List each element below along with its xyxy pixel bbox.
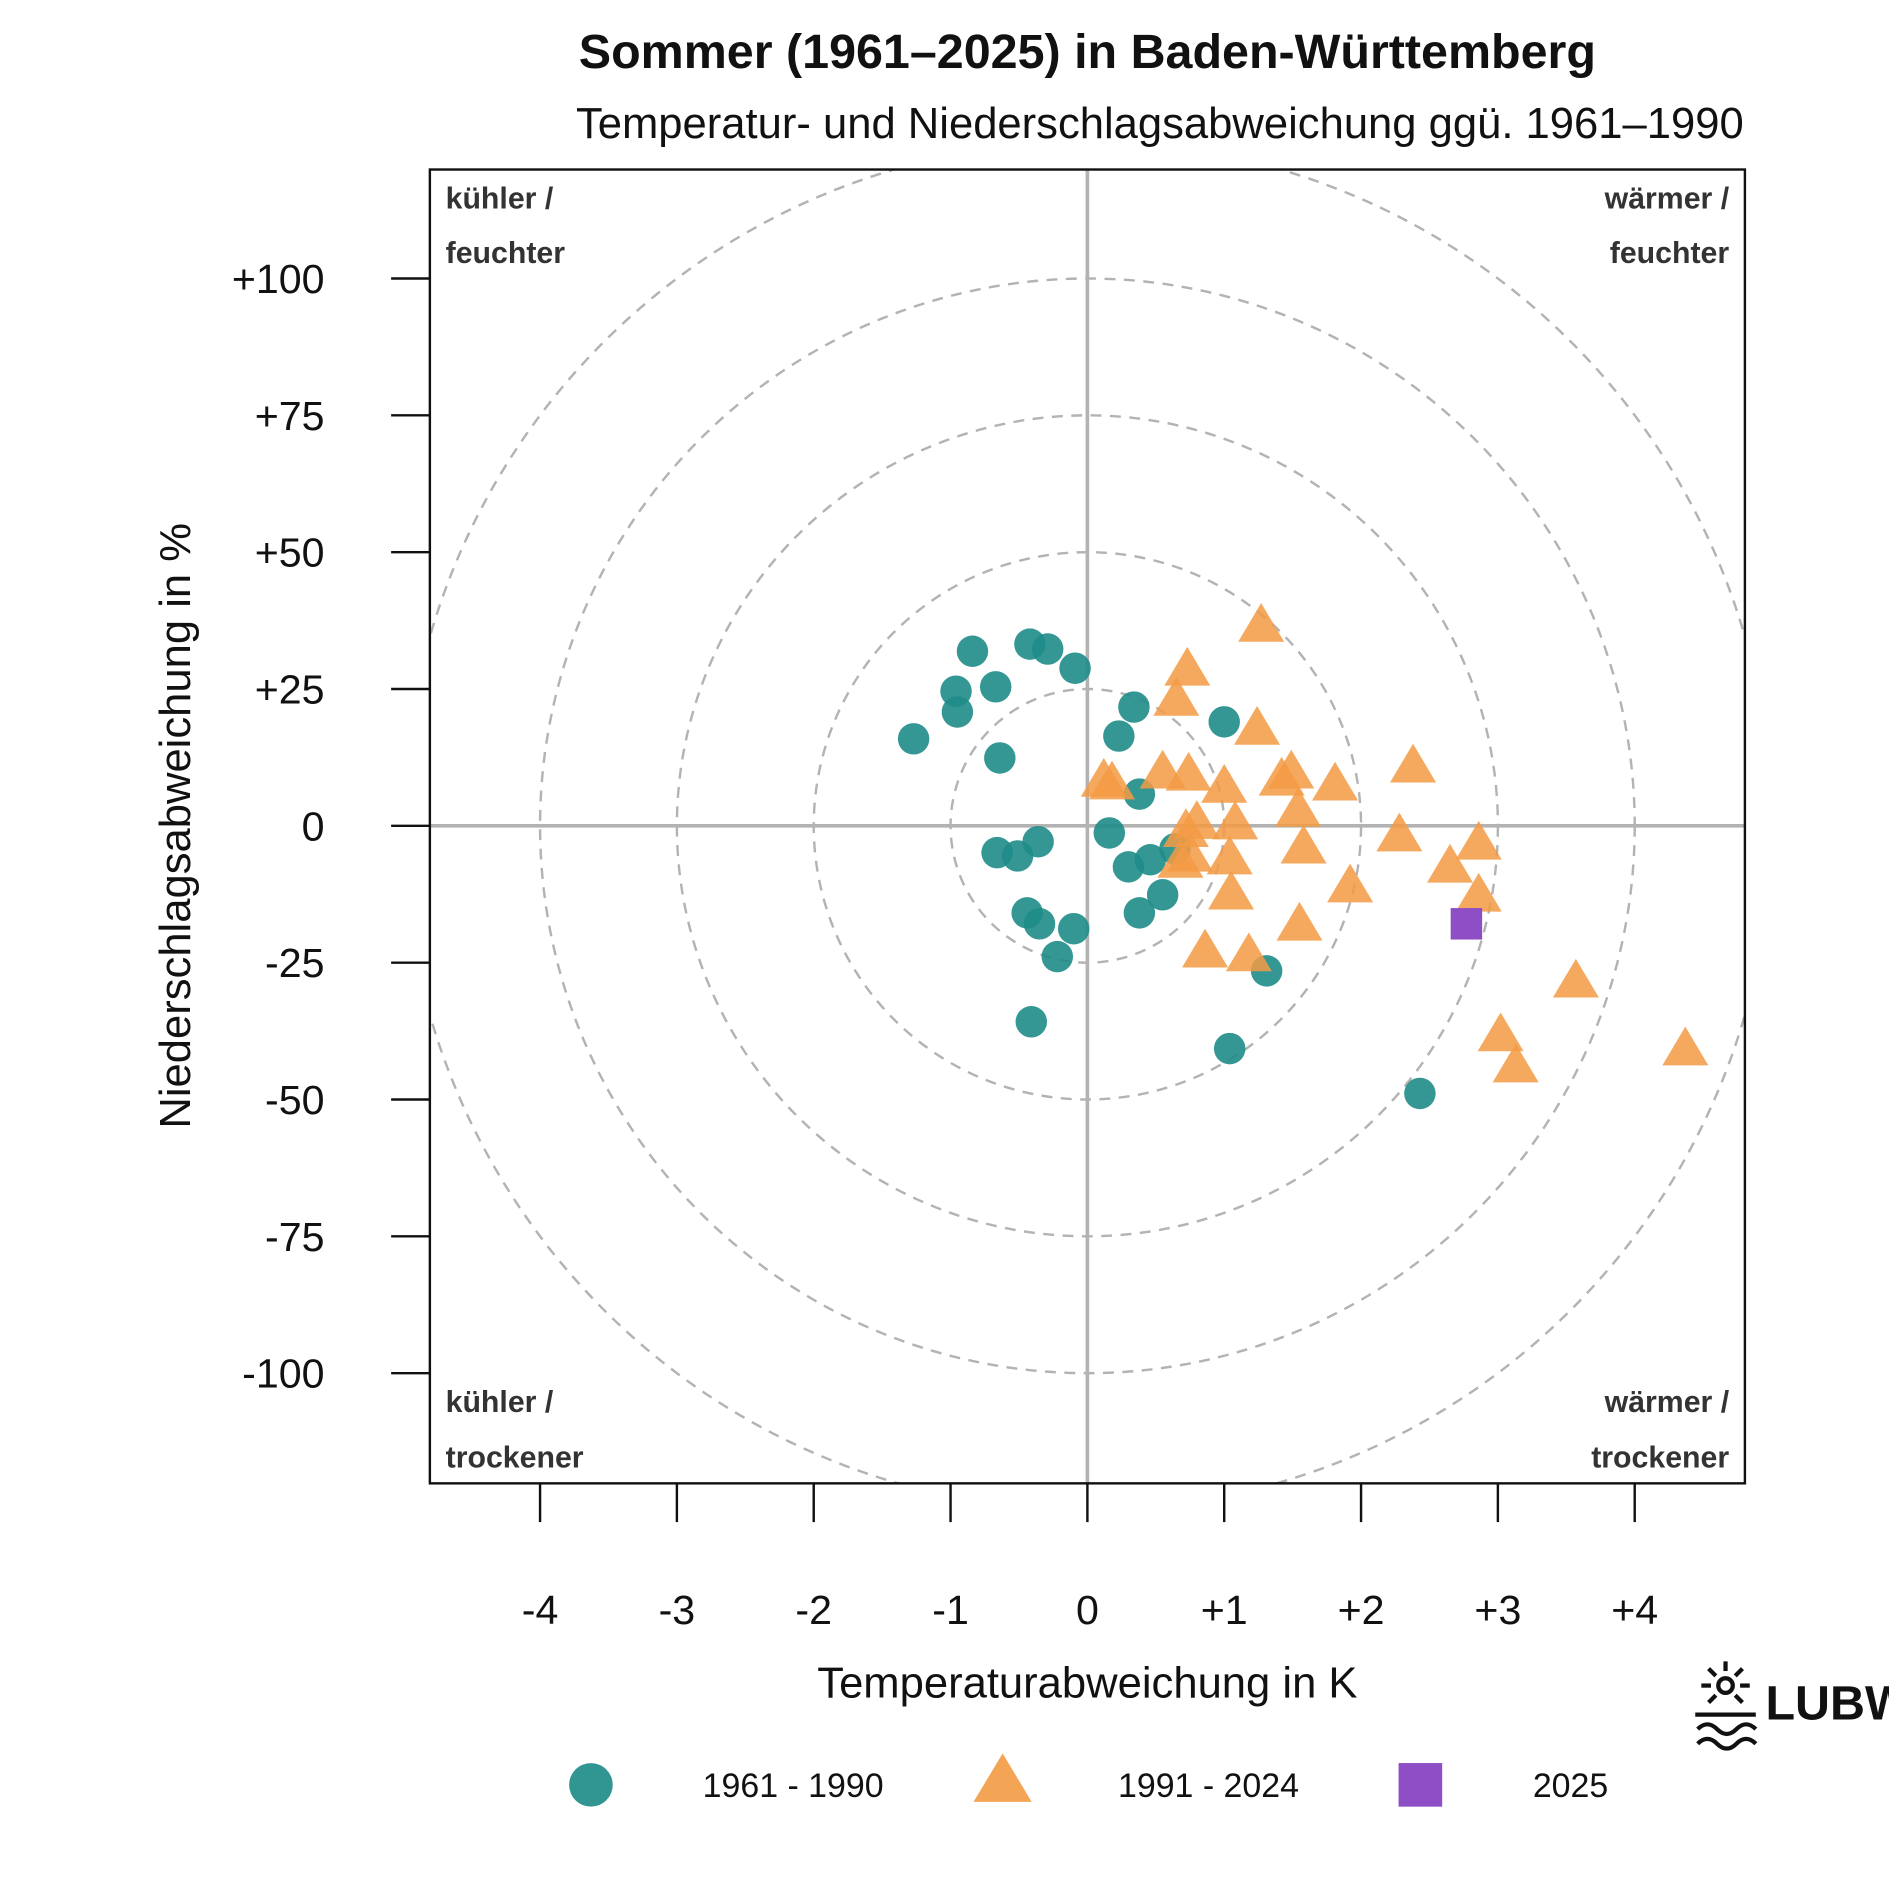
data-point-triangle	[1258, 756, 1305, 796]
x-tick-label: +2	[1338, 1587, 1385, 1633]
x-tick-label: -3	[659, 1587, 696, 1633]
data-point-circle	[1134, 844, 1167, 876]
data-point-triangle	[1164, 646, 1211, 686]
data-points	[897, 603, 1709, 1110]
data-point-triangle	[1327, 863, 1374, 903]
axes: -4 -3 -2 -1 0 +1 +2 +3 +4 +100 +75 +50 +25 0 -25 -50 -75…	[232, 256, 1658, 1633]
legend-label: 2025	[1533, 1767, 1608, 1805]
legend: 1961 - 1990 1991 - 2024 2025	[569, 1753, 1608, 1807]
data-point-circle	[897, 723, 930, 755]
data-point-circle	[1015, 1006, 1048, 1038]
data-point-triangle	[1225, 932, 1272, 972]
data-point-triangle	[1662, 1026, 1709, 1066]
quadrant-label-bottom-right: wärmer /	[1604, 1386, 1730, 1419]
data-point-circle	[1123, 897, 1156, 929]
data-point-triangle	[1206, 835, 1253, 875]
quadrant-label-top-right: wärmer /	[1604, 182, 1730, 215]
data-point-triangle	[1376, 812, 1423, 852]
sun-icon	[1695, 1661, 1758, 1751]
data-point-triangle	[1492, 1043, 1539, 1083]
data-point-triangle	[1234, 705, 1281, 745]
data-point-circle	[1059, 652, 1091, 684]
data-point-circle	[1146, 879, 1179, 911]
data-point-circle	[941, 696, 974, 728]
data-point-triangle	[1312, 761, 1359, 801]
x-tick-label: +3	[1474, 1587, 1521, 1633]
data-point-triangle	[1477, 1012, 1524, 1052]
x-tick-label: +4	[1611, 1587, 1658, 1633]
y-tick-label: +50	[255, 530, 325, 576]
data-point-triangle	[1390, 743, 1437, 783]
data-point-triangle	[1238, 603, 1285, 642]
data-point-circle	[1208, 706, 1240, 738]
data-point-square	[1450, 908, 1483, 940]
legend-marker-circle	[569, 1763, 613, 1807]
data-point-triangle	[1208, 870, 1255, 910]
data-point-triangle	[1276, 901, 1323, 941]
data-point-circle	[1031, 633, 1064, 665]
chart-title: Sommer (1961–2025) in Baden-Württemberg	[579, 25, 1596, 79]
data-point-circle	[1103, 720, 1135, 752]
quadrant-label-top-left: kühler /	[446, 182, 554, 215]
quadrant-label-top-right: feuchter	[1610, 237, 1730, 270]
data-point-triangle	[1212, 800, 1259, 840]
legend-marker-square	[1398, 1763, 1443, 1807]
y-axis-label: Niederschlagsabweichung in %	[152, 523, 200, 1129]
data-point-triangle	[1162, 808, 1209, 848]
chart-subtitle: Temperatur- und Niederschlagsabweichung …	[576, 100, 1744, 148]
x-axis-label: Temperaturabweichung in K	[817, 1660, 1357, 1708]
data-point-triangle	[1426, 843, 1473, 883]
legend-marker-triangle	[973, 1753, 1032, 1802]
y-tick-label: 0	[302, 803, 325, 849]
x-tick-label: -1	[932, 1587, 969, 1633]
data-point-triangle	[1165, 751, 1212, 791]
data-point-circle	[1057, 912, 1090, 945]
data-point-circle	[1093, 817, 1126, 849]
data-point-triangle	[1153, 676, 1200, 716]
data-point-triangle	[1280, 824, 1327, 864]
x-tick-label: +1	[1201, 1587, 1248, 1633]
data-point-circle	[1023, 908, 1056, 940]
data-point-triangle	[1455, 820, 1502, 860]
legend-label: 1961 - 1990	[703, 1767, 884, 1805]
quadrant-label-bottom-left: kühler /	[446, 1386, 554, 1419]
data-point-circle	[956, 635, 989, 667]
data-point-triangle	[1455, 872, 1502, 912]
legend-label: 1991 - 2024	[1118, 1767, 1299, 1805]
y-tick-label: +25	[255, 667, 325, 713]
data-point-circle	[1404, 1077, 1436, 1110]
data-point-triangle	[1089, 760, 1136, 800]
lubw-logo: LUBW	[1695, 1661, 1889, 1751]
data-point-triangle	[1157, 838, 1204, 878]
data-point-circle	[1118, 691, 1150, 723]
y-tick-label: -50	[265, 1077, 324, 1123]
x-tick-label: 0	[1076, 1587, 1099, 1633]
data-point-circle	[1213, 1032, 1246, 1065]
quadrant-label-bottom-right: trockener	[1591, 1442, 1729, 1475]
data-point-circle	[1022, 825, 1054, 858]
quadrant-label-bottom-left: trockener	[446, 1442, 584, 1475]
x-tick-label: -2	[795, 1587, 832, 1633]
quadrant-label-top-left: feuchter	[446, 237, 566, 270]
y-tick-label: +75	[255, 393, 325, 439]
data-point-triangle	[1552, 958, 1599, 998]
data-point-triangle	[1201, 763, 1248, 803]
data-point-triangle	[1182, 928, 1229, 968]
y-tick-label: -100	[242, 1351, 324, 1397]
data-point-triangle	[1275, 788, 1322, 827]
y-tick-label: -25	[265, 940, 324, 986]
data-point-circle	[1041, 940, 1074, 973]
data-point-circle	[984, 742, 1016, 774]
x-tick-label: -4	[522, 1587, 559, 1633]
y-tick-label: -75	[265, 1214, 324, 1260]
logo-text: LUBW	[1765, 1676, 1889, 1730]
data-point-circle	[979, 671, 1012, 703]
y-tick-label: +100	[232, 256, 325, 302]
